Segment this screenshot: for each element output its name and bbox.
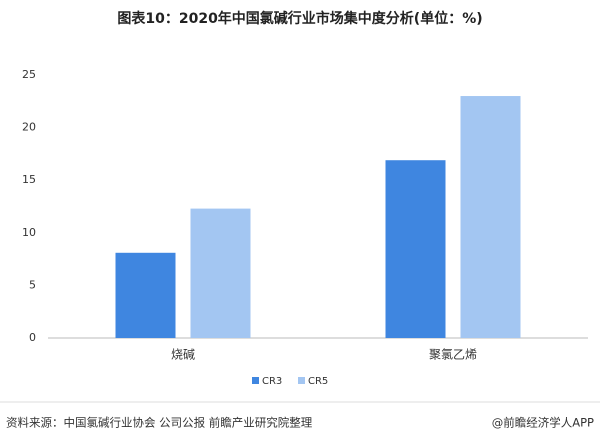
- chart-title: 图表10：2020年中国氯碱行业市场集中度分析(单位：%): [117, 10, 482, 27]
- y-tick-label: 25: [22, 68, 36, 81]
- x-tick-label: 聚氯乙烯: [429, 348, 477, 362]
- x-tick-label: 烧碱: [171, 348, 195, 362]
- source: 资料来源：中国氯碱行业协会 公司公报 前瞻产业研究院整理: [6, 416, 313, 430]
- legend-swatch: [298, 377, 305, 384]
- bar: [115, 252, 176, 338]
- y-tick-label: 5: [29, 278, 36, 291]
- y-tick-label: 20: [22, 121, 36, 134]
- bar: [385, 160, 446, 338]
- bar: [190, 208, 251, 338]
- y-tick-label: 15: [22, 173, 36, 186]
- y-tick-label: 0: [29, 331, 36, 344]
- legend-label: CR3: [262, 376, 282, 387]
- bar: [460, 96, 521, 338]
- y-tick-label: 10: [22, 226, 36, 239]
- credit: @前瞻经济学人APP: [492, 416, 594, 430]
- legend-label: CR5: [308, 376, 328, 387]
- legend-swatch: [252, 377, 259, 384]
